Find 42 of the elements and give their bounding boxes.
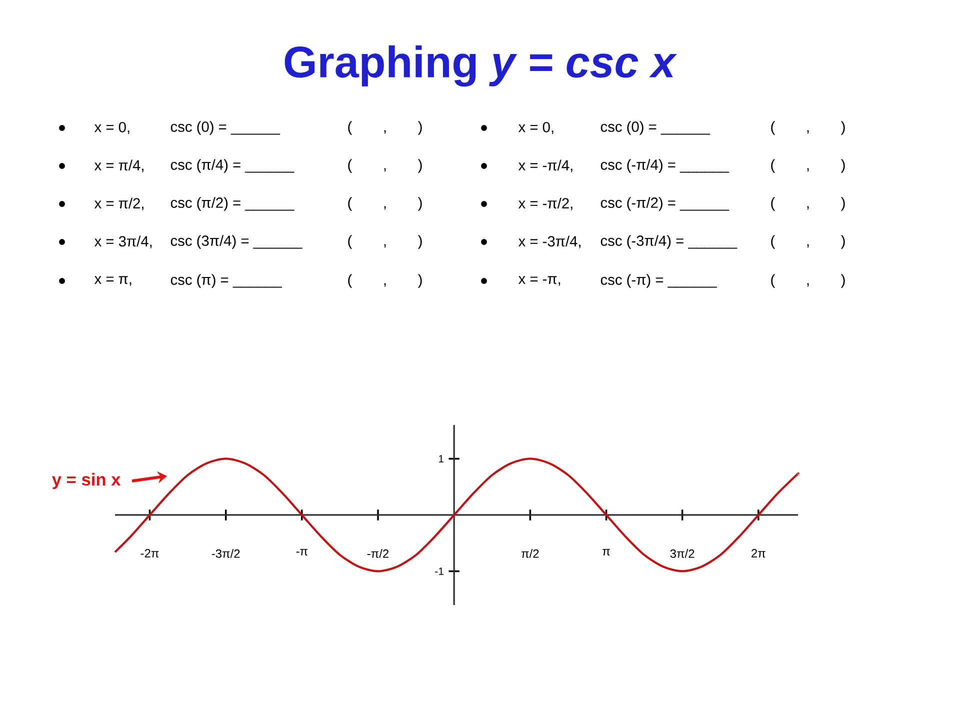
text: x = π/4, <box>94 160 144 172</box>
text: csc (-π/2) = ______ <box>600 197 730 211</box>
text: csc (π) = ______ <box>170 274 282 288</box>
text: y = sin x <box>52 472 121 490</box>
x-tick-label: π/2 <box>522 549 539 558</box>
x-tick-label: -2π <box>140 549 159 558</box>
text: csc (-3π/4) = ______ <box>600 235 738 249</box>
text: ( , ) <box>771 274 845 288</box>
text: x = 0, <box>518 122 554 134</box>
x-tick-label: 2π <box>752 549 766 558</box>
y-tick-label: 1 <box>438 455 444 462</box>
x-tick-label: 3π/2 <box>670 549 694 558</box>
text: ( , ) <box>348 235 422 249</box>
text: x = π, <box>94 276 132 286</box>
text: x = 0, <box>94 122 130 134</box>
text: csc (π/4) = ______ <box>170 159 294 173</box>
y-tick-label: -1 <box>435 568 444 575</box>
text: ( , ) <box>771 121 845 135</box>
text: ( , ) <box>771 159 845 173</box>
text: csc (π/2) = ______ <box>170 197 294 211</box>
text: csc (-π) = ______ <box>600 274 717 288</box>
text: x = 3π/4, <box>94 236 152 248</box>
text: x = -π, <box>518 276 560 286</box>
text: x = -π/4, <box>518 160 572 172</box>
x-tick-label: -π <box>296 549 308 556</box>
x-tick-label: -3π/2 <box>212 549 240 558</box>
text: ( , ) <box>771 235 845 249</box>
x-tick-label: π <box>602 549 610 556</box>
text: x = -3π/4, <box>518 236 580 248</box>
chart-title: Graphing y = csc x <box>284 45 677 87</box>
text: x = π/2, <box>94 198 144 210</box>
text: ( , ) <box>348 274 422 288</box>
text: ( , ) <box>348 159 422 173</box>
text: csc (-π/4) = ______ <box>600 159 730 173</box>
text: csc (3π/4) = ______ <box>170 235 302 249</box>
text: ( , ) <box>348 121 422 135</box>
text: ( , ) <box>771 197 845 211</box>
text: ( , ) <box>348 197 422 211</box>
text: x = -π/2, <box>518 198 572 210</box>
x-tick-label: -π/2 <box>367 549 389 558</box>
text: csc (0) = ______ <box>600 121 710 135</box>
text: csc (0) = ______ <box>170 121 280 135</box>
